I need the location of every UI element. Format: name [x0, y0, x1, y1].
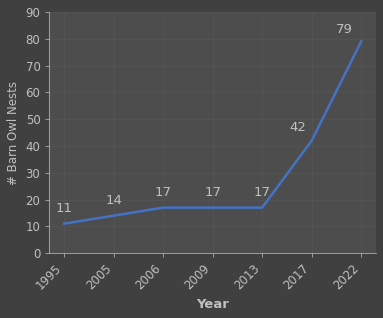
- Text: 14: 14: [105, 194, 122, 207]
- Y-axis label: # Barn Owl Nests: # Barn Owl Nests: [7, 80, 20, 184]
- Text: 17: 17: [155, 186, 172, 199]
- Text: 42: 42: [290, 121, 306, 134]
- Text: 79: 79: [336, 23, 353, 36]
- Text: 17: 17: [204, 186, 221, 199]
- X-axis label: Year: Year: [196, 298, 229, 311]
- Text: 11: 11: [56, 202, 73, 215]
- Text: 17: 17: [254, 186, 271, 199]
